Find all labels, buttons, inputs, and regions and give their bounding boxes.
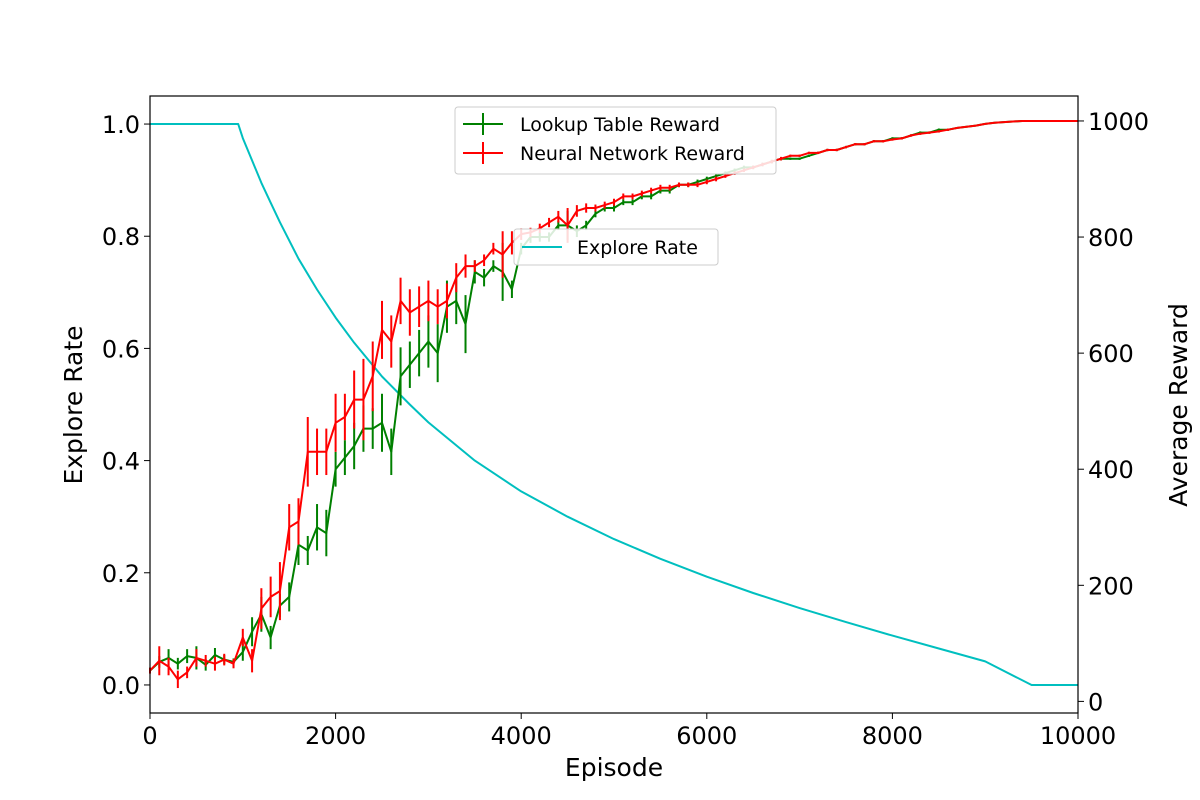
x-tick-label: 8000 <box>862 722 923 750</box>
y-left-axis-ticks: 0.0 0.2 0.4 0.6 0.8 1.0 <box>102 111 150 700</box>
legend-main-box <box>454 106 777 175</box>
y-right-tick-label: 0 <box>1088 688 1103 716</box>
x-tick-label: 2000 <box>305 722 366 750</box>
explore-rate-line <box>150 123 1078 686</box>
y-right-axis-ticks: 0 200 400 600 800 1000 <box>1078 108 1149 716</box>
y-right-tick-label: 600 <box>1088 340 1134 368</box>
x-tick-label: 6000 <box>676 722 737 750</box>
neural-network-series <box>149 120 1078 689</box>
y-right-tick-label: 800 <box>1088 224 1134 252</box>
plot-frame <box>149 95 1079 714</box>
y-left-tick-label: 0.0 <box>102 672 140 700</box>
x-axis-label: Episode <box>565 753 663 782</box>
y-left-tick-label: 0.6 <box>102 335 140 363</box>
x-tick-label: 10000 <box>1040 722 1116 750</box>
legend-neural-label: Neural Network Reward <box>520 143 745 165</box>
y-right-tick-label: 1000 <box>1088 108 1149 136</box>
y-right-tick-label: 400 <box>1088 456 1134 484</box>
y-left-tick-label: 0.2 <box>102 560 140 588</box>
y-left-tick-label: 0.8 <box>102 223 140 251</box>
y-left-axis-label: Explore Rate <box>59 325 88 484</box>
x-tick-label: 4000 <box>491 722 552 750</box>
y-right-tick-label: 200 <box>1088 572 1134 600</box>
legend-explore-box <box>513 228 719 266</box>
y-left-tick-label: 1.0 <box>102 111 140 139</box>
legend-explore-label: Explore Rate <box>577 237 698 259</box>
legend-lookup-label: Lookup Table Reward <box>520 114 720 136</box>
y-left-tick-label: 0.4 <box>102 448 140 476</box>
x-axis-ticks: 0 2000 4000 6000 8000 10000 <box>142 713 1116 750</box>
explore-rate-series <box>150 123 1078 686</box>
legend-explore: Explore Rate <box>513 228 719 266</box>
x-tick-label: 0 <box>142 722 157 750</box>
legend-main: Lookup Table Reward Neural Network Rewar… <box>454 106 777 175</box>
y-right-axis-label: Average Reward <box>1164 303 1193 507</box>
